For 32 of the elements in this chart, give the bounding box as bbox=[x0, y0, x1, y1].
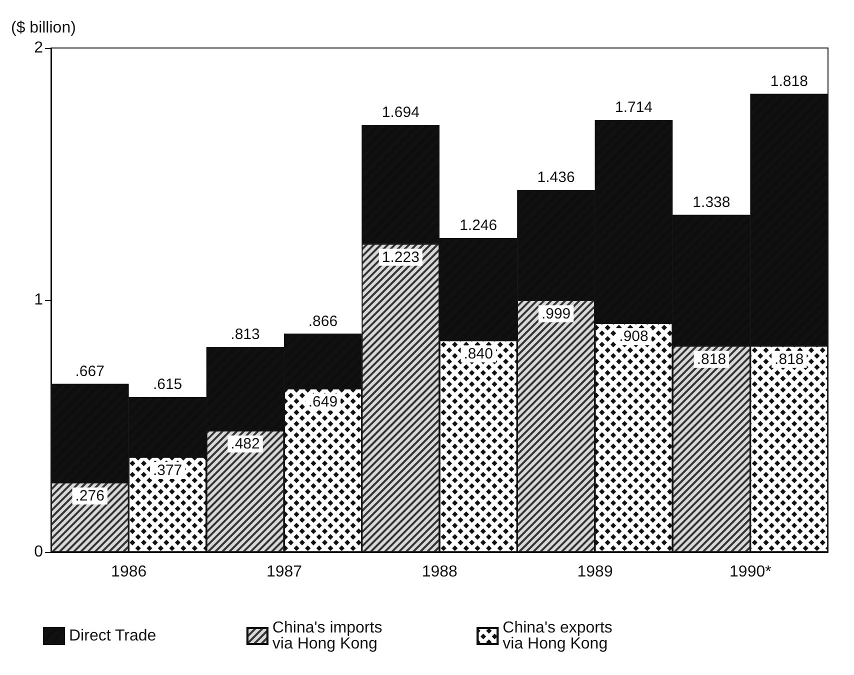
data-label: .818 bbox=[696, 350, 726, 368]
legend-label: Direct Trade bbox=[69, 628, 156, 644]
data-label: 1.223 bbox=[382, 248, 420, 266]
x-tick-label: 1986 bbox=[111, 564, 147, 580]
x-tick-label: 1988 bbox=[422, 564, 458, 580]
total-label: 1.436 bbox=[537, 169, 575, 186]
total-label: 1.818 bbox=[770, 72, 808, 90]
data-label: .840 bbox=[464, 345, 493, 362]
total-label: 1.694 bbox=[382, 104, 420, 122]
data-label: .818 bbox=[774, 350, 804, 368]
data-label: .999 bbox=[541, 305, 571, 322]
x-tick-label: 1987 bbox=[266, 564, 302, 580]
data-label: .276 bbox=[75, 487, 104, 504]
legend-label: China's imports via Hong Kong bbox=[272, 620, 387, 652]
data-label: .908 bbox=[619, 328, 648, 346]
data-label: .377 bbox=[152, 462, 182, 479]
total-label: 1.338 bbox=[692, 194, 730, 211]
legend-label: China's exports via Hong Kong bbox=[502, 620, 617, 652]
total-label: .866 bbox=[308, 312, 338, 330]
x-tick-label: 1990* bbox=[730, 564, 772, 580]
y-tick-label: 2 bbox=[34, 40, 44, 56]
y-tick-label: 0 bbox=[34, 544, 44, 560]
x-tick-label: 1989 bbox=[577, 564, 613, 580]
data-label: .649 bbox=[308, 393, 338, 410]
y-axis-title: ($ billion) bbox=[11, 20, 76, 36]
y-tick-label: 1 bbox=[34, 292, 44, 308]
total-label: .615 bbox=[152, 376, 182, 394]
total-label: 1.714 bbox=[614, 99, 653, 116]
total-label: .813 bbox=[230, 326, 260, 344]
data-label: .482 bbox=[230, 436, 260, 453]
total-label: .667 bbox=[75, 362, 104, 380]
total-label: 1.246 bbox=[460, 217, 498, 234]
